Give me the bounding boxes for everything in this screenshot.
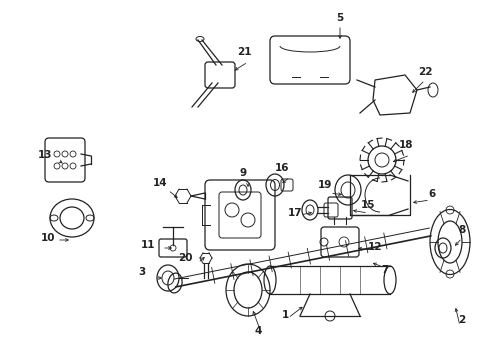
Text: 8: 8 xyxy=(457,225,465,235)
Text: 1: 1 xyxy=(281,310,288,320)
Text: 11: 11 xyxy=(141,240,155,250)
Text: 19: 19 xyxy=(317,180,331,190)
Text: 5: 5 xyxy=(336,13,343,23)
Text: 12: 12 xyxy=(367,242,382,252)
Text: 10: 10 xyxy=(41,233,55,243)
Text: 14: 14 xyxy=(152,178,167,188)
Text: 16: 16 xyxy=(274,163,289,173)
Text: 22: 22 xyxy=(417,67,431,77)
Text: 20: 20 xyxy=(177,253,192,263)
Text: 3: 3 xyxy=(138,267,145,277)
Text: 17: 17 xyxy=(287,208,302,218)
Text: 21: 21 xyxy=(236,47,251,57)
Text: 9: 9 xyxy=(239,168,246,178)
Text: 13: 13 xyxy=(38,150,52,160)
Text: 15: 15 xyxy=(360,200,374,210)
Text: 7: 7 xyxy=(381,265,388,275)
Text: 4: 4 xyxy=(254,326,261,336)
Text: 6: 6 xyxy=(427,189,435,199)
Text: 18: 18 xyxy=(398,140,412,150)
Text: 2: 2 xyxy=(457,315,465,325)
